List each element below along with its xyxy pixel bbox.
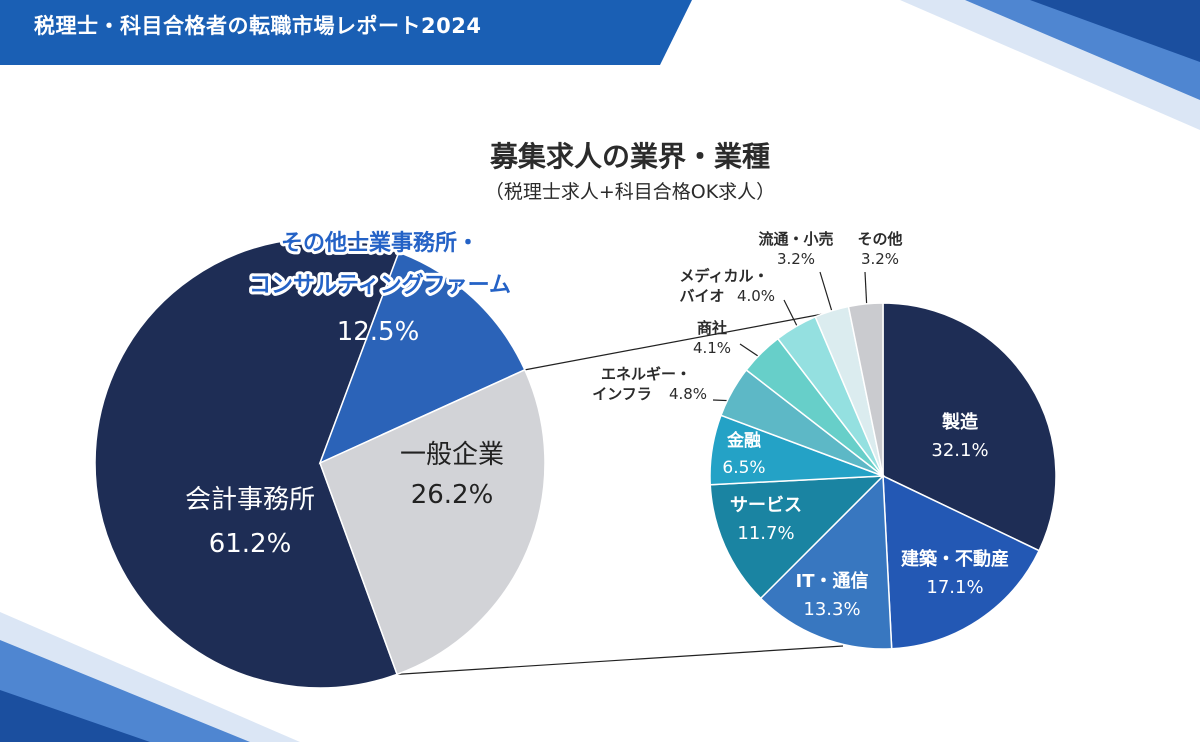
breakdown-slice-value: 32.1%: [931, 440, 988, 461]
main-slice-value: 61.2%: [209, 529, 292, 559]
breakdown-slice-name: 建築・不動産: [901, 548, 1009, 570]
breakdown-slice-name: バイオ: [679, 287, 724, 305]
connector-line: [397, 645, 844, 675]
breakdown-pie-slice: [709, 475, 885, 600]
main-slice-name: その他士業事務所・: [281, 230, 479, 256]
breakdown-pie-slice: [882, 474, 1041, 650]
breakdown-slice-name: その他: [857, 230, 902, 248]
main-slice-name: 一般企業: [400, 440, 504, 470]
breakdown-slice-name: 商社: [697, 319, 727, 337]
main-slice-name: コンサルティングファーム: [249, 272, 511, 298]
breakdown-slice-value: 13.3%: [803, 599, 860, 620]
breakdown-slice-value: 4.0%: [737, 287, 775, 305]
breakdown-slice-value: 11.7%: [737, 523, 794, 544]
corner-decoration-bl-dark: [0, 690, 150, 742]
breakdown-slice-value: 3.2%: [777, 250, 815, 268]
connector-line: [524, 304, 872, 371]
breakdown-slice-value: 4.1%: [693, 339, 731, 357]
main-slice-name: 会計事務所: [185, 485, 315, 515]
main-slice-value: 12.5%: [337, 317, 420, 347]
chart-subtitle: （税理士求人+科目合格OK求人）: [485, 181, 775, 203]
main-pie-slice: [94, 237, 400, 689]
breakdown-slice-name: 金融: [726, 430, 761, 451]
main-pie-chart: [94, 237, 546, 689]
breakdown-pie-slice: [882, 302, 1057, 552]
corner-decoration-tr-dark: [1030, 0, 1200, 62]
breakdown-pie-slice: [847, 302, 884, 477]
main-slice-value: 26.2%: [411, 480, 494, 510]
breakdown-slice-name: エネルギー・: [601, 365, 691, 383]
main-pie-slice: [319, 368, 546, 676]
chart-title: 募集求人の業界・業種: [489, 140, 770, 173]
breakdown-slice-name: サービス: [730, 495, 802, 516]
chart-labels: 会計事務所 61.2% 一般企業 26.2% 12.5% その他士業事務所・コンサルティン…: [185, 140, 1009, 620]
report-title: 税理士・科目合格者の転職市場レポート2024: [34, 14, 482, 38]
title-banner: [0, 0, 692, 65]
breakdown-slice-name: 流通・小売: [758, 230, 833, 248]
breakdown-slice-name: インフラ: [592, 385, 652, 403]
breakdown-slice-name: メディカル・: [680, 267, 769, 285]
breakdown-slice-name: 製造: [941, 411, 978, 433]
breakdown-slice-value: 6.5%: [722, 458, 765, 478]
breakdown-slice-value: 4.8%: [669, 385, 707, 403]
breakdown-slice-value: 17.1%: [926, 577, 983, 598]
breakdown-pie-chart: [709, 302, 1057, 650]
breakdown-slice-value: 3.2%: [861, 250, 899, 268]
breakdown-slice-name: IT・通信: [796, 570, 869, 592]
main-pie-slice: [318, 251, 526, 465]
breakdown-pie-slice: [759, 474, 893, 650]
